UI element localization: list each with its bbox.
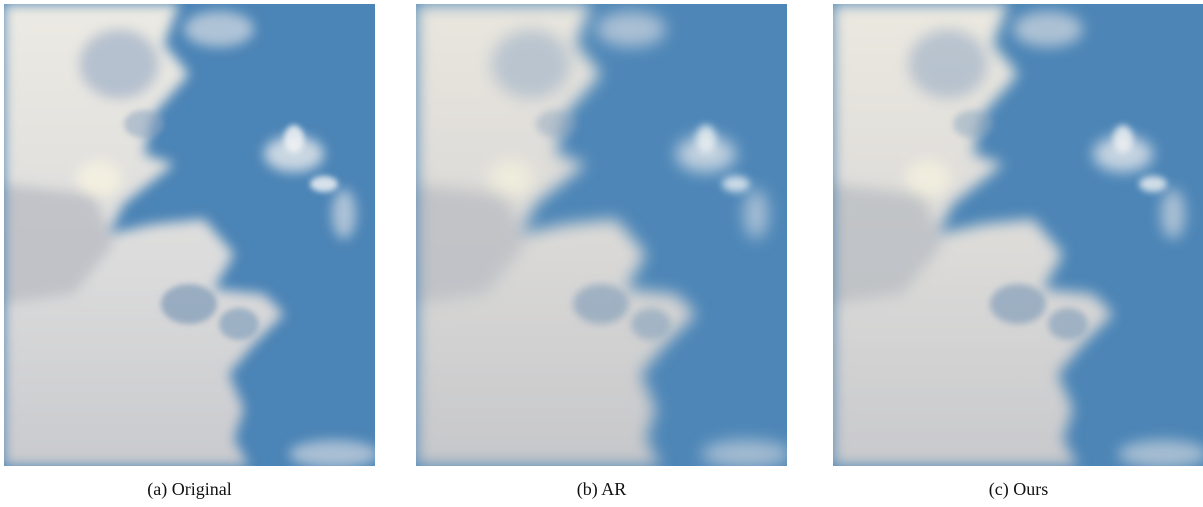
ours-result-image xyxy=(833,4,1203,466)
original-image xyxy=(4,4,375,466)
caption-ar: (b) AR xyxy=(576,479,627,499)
caption-ours: (c) Ours xyxy=(988,479,1049,499)
caption-original: (a) Original xyxy=(147,479,232,499)
ar-result-image xyxy=(416,4,787,466)
cloud-sky-photo xyxy=(4,4,375,466)
cloud-sky-photo xyxy=(833,4,1203,466)
cloud-sky-photo xyxy=(416,4,787,466)
